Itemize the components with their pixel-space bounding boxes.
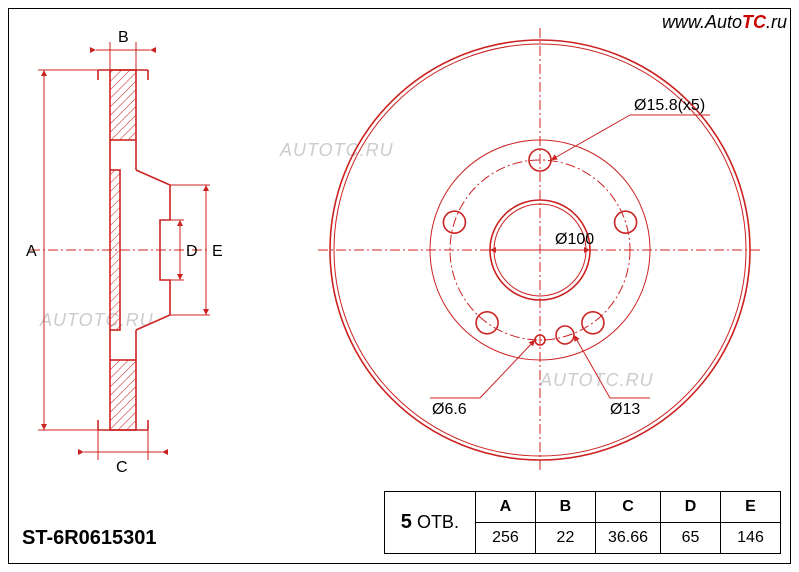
label-bolt-holes: Ø15.8(x5) [634, 97, 705, 114]
holes-cell: 5 ОТВ. [384, 492, 475, 554]
val-D: 65 [661, 523, 721, 554]
val-B: 22 [535, 523, 595, 554]
holes-count: 5 [401, 511, 412, 533]
col-D: D [661, 492, 721, 523]
col-C: C [595, 492, 660, 523]
label-center-bore: Ø100 [555, 231, 594, 248]
val-E: 146 [721, 523, 781, 554]
drawing-canvas: Ø15.8(x5) Ø100 Ø6.6 Ø13 [10, 20, 780, 500]
label-pin1: Ø6.6 [432, 401, 467, 418]
col-E: E [721, 492, 781, 523]
dim-label-B: B [118, 29, 129, 46]
dim-label-C: C [116, 459, 128, 476]
annotation-pin2 [574, 335, 650, 398]
val-C: 36.66 [595, 523, 660, 554]
label-pin2: Ø13 [610, 401, 640, 418]
part-number: ST-6R0615301 [22, 527, 157, 550]
dim-label-A: A [26, 243, 37, 260]
dim-label-D: D [186, 243, 198, 260]
section-view: A B C D E [26, 29, 223, 476]
pin-big [556, 326, 574, 344]
dimension-table: 5 ОТВ. A B C D E 256 22 36.66 65 146 [384, 491, 781, 554]
col-B: B [535, 492, 595, 523]
annotation-pin1 [430, 340, 535, 398]
technical-drawing: Ø15.8(x5) Ø100 Ø6.6 Ø13 [10, 20, 780, 500]
col-A: A [475, 492, 535, 523]
annotation-bolt [551, 115, 710, 160]
face-view: Ø15.8(x5) Ø100 Ø6.6 Ø13 [318, 28, 762, 472]
dim-label-E: E [212, 243, 223, 260]
val-A: 256 [475, 523, 535, 554]
holes-label: ОТВ. [417, 512, 459, 532]
